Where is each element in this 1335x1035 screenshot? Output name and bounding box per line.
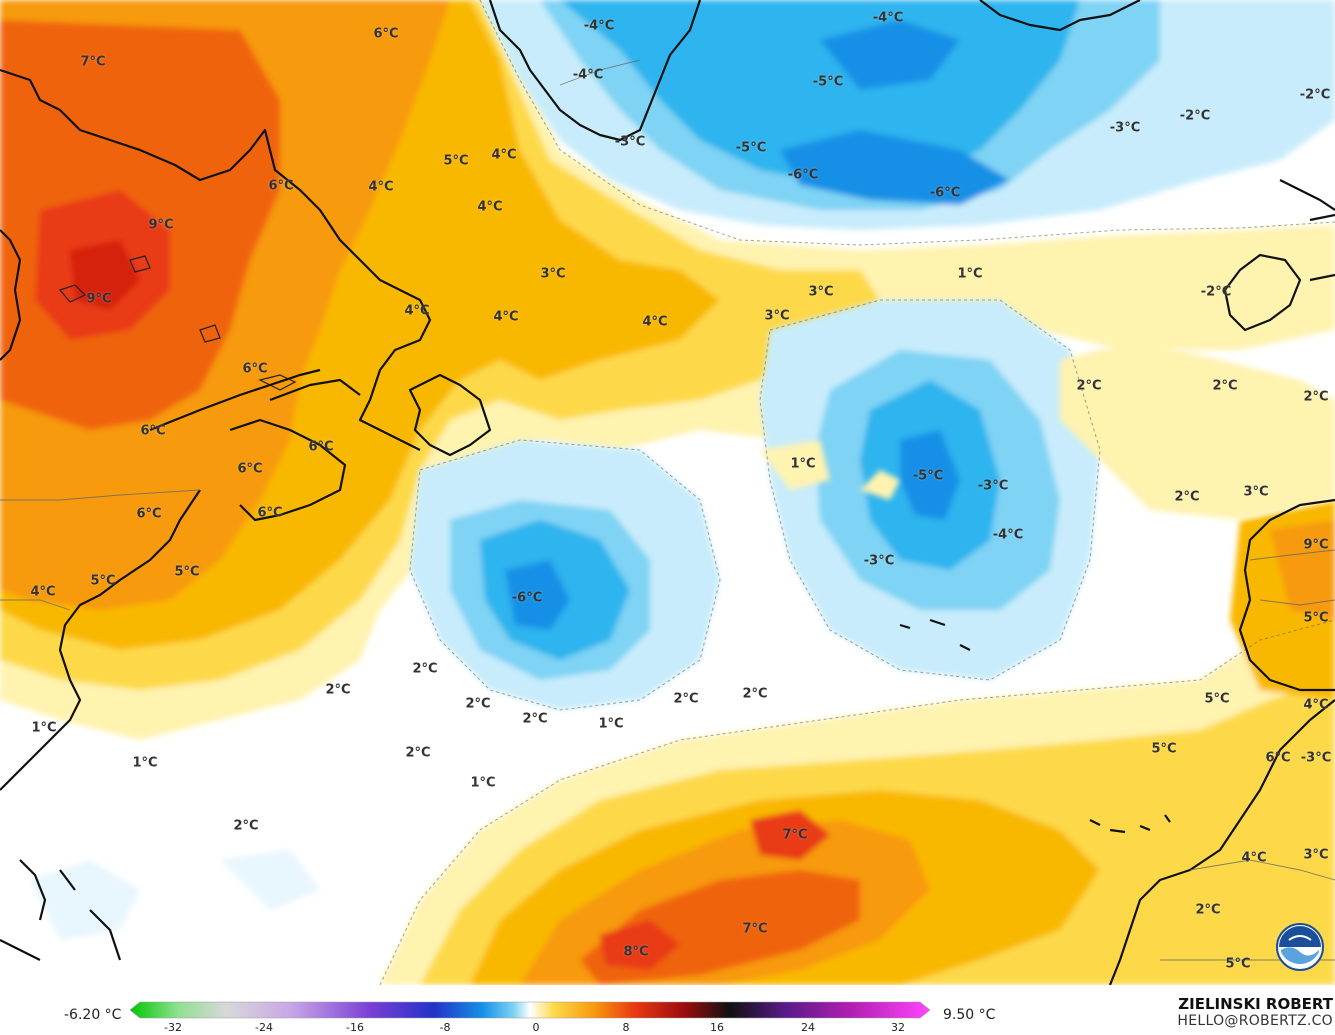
coast-british-isles: [1279, 179, 1335, 211]
author-email: HELLO@ROBERTZ.CO: [1177, 1013, 1333, 1029]
color-scale-bar: [130, 1001, 930, 1019]
legend-tick: 24: [801, 1021, 815, 1034]
legend-tick: -8: [439, 1021, 451, 1034]
cold-field-central: [760, 300, 1100, 680]
legend-tick: 0: [532, 1021, 540, 1034]
legend-tick: 32: [891, 1021, 905, 1034]
coast-greenland: [488, 0, 702, 142]
coast-newfoundland: [408, 373, 492, 457]
legend-min-value: -6.20 °C: [64, 1007, 122, 1023]
cold-field-west: [410, 440, 720, 710]
map-canvas[interactable]: [0, 0, 1335, 985]
coast-bahamas: [0, 859, 122, 961]
coast-ireland: [1223, 253, 1302, 332]
coast-us-east: [0, 489, 201, 791]
warm-field-south: [380, 500, 1335, 985]
coast-africa: [1108, 699, 1335, 985]
legend-tick: 8: [622, 1021, 630, 1034]
lakes: [58, 255, 297, 391]
warm-patches-east: [760, 340, 1335, 520]
coast-azores: [899, 618, 971, 651]
coast-iberia: [1238, 498, 1335, 692]
legend-max-value: 9.50 °C: [943, 1007, 996, 1023]
legend-tick: 16: [710, 1021, 724, 1034]
legend-footer: -6.20 °C -: [0, 985, 1335, 1035]
temperature-anomaly-map[interactable]: 6°C 7°C 5°C 4°C 6°C 4°C 4°C 9°C 9°C 3°C 4°C 4°C 4°C 3…: [0, 0, 1335, 985]
noaa-logo: [1275, 922, 1325, 976]
coastlines: [0, 0, 1335, 985]
cold-field-north: [480, 0, 1335, 230]
legend-tick: -32: [164, 1021, 182, 1034]
contour-lines: [379, 0, 1335, 985]
author-name: ZIELINSKI ROBERT: [1178, 995, 1333, 1013]
coast-iceland: [979, 0, 1141, 32]
legend-tick: -24: [255, 1021, 273, 1034]
coast-north-america: [0, 68, 432, 451]
coast-maritimes: [229, 418, 347, 522]
cool-speckle-southwest: [0, 740, 400, 985]
legend-tick: -16: [346, 1021, 364, 1034]
